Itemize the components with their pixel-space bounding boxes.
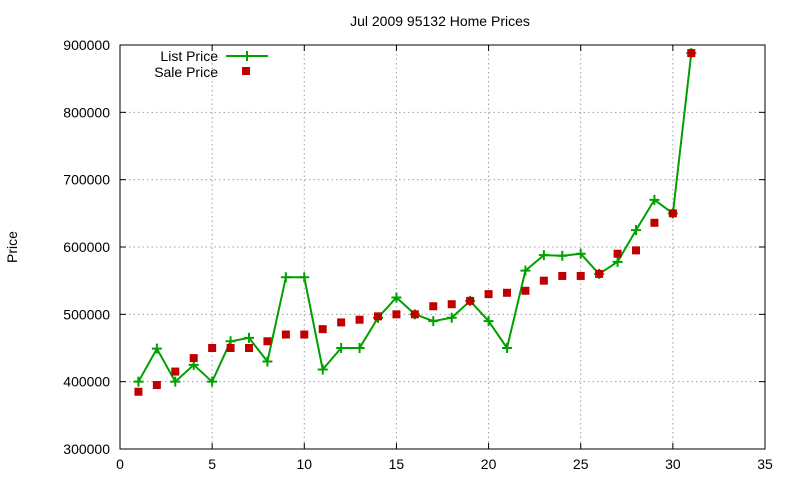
y-tick-label: 900000 — [63, 37, 110, 53]
sale-price-point — [171, 367, 180, 376]
list-price-point — [557, 250, 568, 261]
x-tick-label: 25 — [573, 456, 589, 472]
sale-price-point — [650, 218, 659, 227]
y-tick-label: 700000 — [63, 172, 110, 188]
list-price-point — [428, 316, 439, 327]
list-price-point — [207, 376, 218, 387]
sale-price-point — [484, 290, 493, 299]
sale-price-point — [595, 269, 604, 278]
sale-price-point — [245, 344, 253, 352]
sale-price-point — [668, 209, 677, 218]
list-price-point — [299, 272, 310, 283]
sale-price-point — [374, 312, 382, 321]
list-price-point — [612, 256, 623, 267]
sale-price-point — [410, 310, 419, 319]
list-price-point — [151, 343, 162, 354]
y-tick-label: 600000 — [63, 239, 110, 255]
legend: List Price Sale Price — [154, 48, 268, 80]
sale-price-point — [613, 249, 622, 258]
list-price-point — [317, 364, 328, 375]
legend-swatch-list-price-marker — [242, 51, 252, 61]
y-tick-label: 300000 — [63, 441, 110, 457]
sale-price-point — [447, 300, 456, 309]
list-price-point — [354, 343, 365, 353]
sale-price-point — [337, 318, 346, 327]
x-tick-label: 35 — [757, 456, 773, 472]
x-tick-label: 0 — [116, 456, 124, 472]
series-sale-price — [134, 49, 696, 396]
y-tick-label: 500000 — [63, 306, 110, 322]
sale-price-point — [134, 387, 143, 396]
sale-price-point — [632, 246, 640, 255]
sale-price-point — [503, 288, 511, 297]
sale-price-point — [300, 330, 309, 339]
series-list-price — [133, 48, 697, 387]
sale-price-point — [429, 302, 438, 311]
y-tick-label: 400000 — [63, 374, 110, 390]
x-tick-label: 30 — [665, 456, 681, 472]
plot-frame — [119, 44, 766, 450]
sale-price-point — [466, 296, 475, 305]
sale-price-point — [576, 271, 585, 280]
sale-price-point — [392, 310, 401, 319]
sale-price-point — [281, 330, 290, 339]
sale-price-point — [318, 325, 327, 334]
list-price-point — [170, 376, 181, 387]
sale-price-point — [226, 344, 235, 352]
sale-price-point — [189, 354, 198, 363]
list-price-point — [649, 194, 660, 205]
axis-ticks: 0 5 10 15 20 25 30 35 300000 400000 500000 600000 70… — [63, 37, 773, 472]
sale-price-point — [355, 315, 364, 324]
sale-price-point — [521, 286, 530, 295]
chart-title: Jul 2009 95132 Home Prices — [350, 13, 530, 29]
list-price-line — [137, 52, 693, 383]
series-layer — [133, 48, 697, 396]
sale-price-point — [687, 49, 696, 58]
sale-price-point — [558, 271, 567, 280]
x-tick-label: 10 — [296, 456, 312, 472]
list-price-point — [336, 343, 347, 353]
sale-price-point — [539, 276, 548, 285]
sale-price-point — [152, 381, 161, 390]
sale-price-point — [208, 344, 217, 352]
legend-label-list-price: List Price — [160, 48, 218, 64]
list-price-point — [575, 248, 586, 259]
y-axis-label: Price — [4, 231, 20, 263]
list-price-point — [538, 250, 549, 261]
x-tick-label: 15 — [389, 456, 405, 472]
list-price-point — [391, 292, 402, 303]
sale-price-point — [263, 337, 272, 346]
list-price-point — [483, 316, 494, 327]
list-price-point — [280, 272, 291, 283]
list-price-point — [446, 312, 457, 323]
list-price-point — [502, 343, 512, 353]
legend-label-sale-price: Sale Price — [154, 64, 218, 80]
list-price-point — [631, 225, 641, 236]
y-tick-label: 800000 — [63, 104, 110, 120]
grid-lines — [120, 45, 765, 449]
list-price-point — [520, 265, 531, 276]
x-tick-label: 20 — [481, 456, 497, 472]
list-price-point — [133, 376, 144, 387]
list-price-point — [262, 356, 273, 367]
list-price-point — [244, 332, 254, 343]
legend-swatch-sale-price-marker — [242, 67, 250, 75]
x-tick-label: 5 — [208, 456, 216, 472]
